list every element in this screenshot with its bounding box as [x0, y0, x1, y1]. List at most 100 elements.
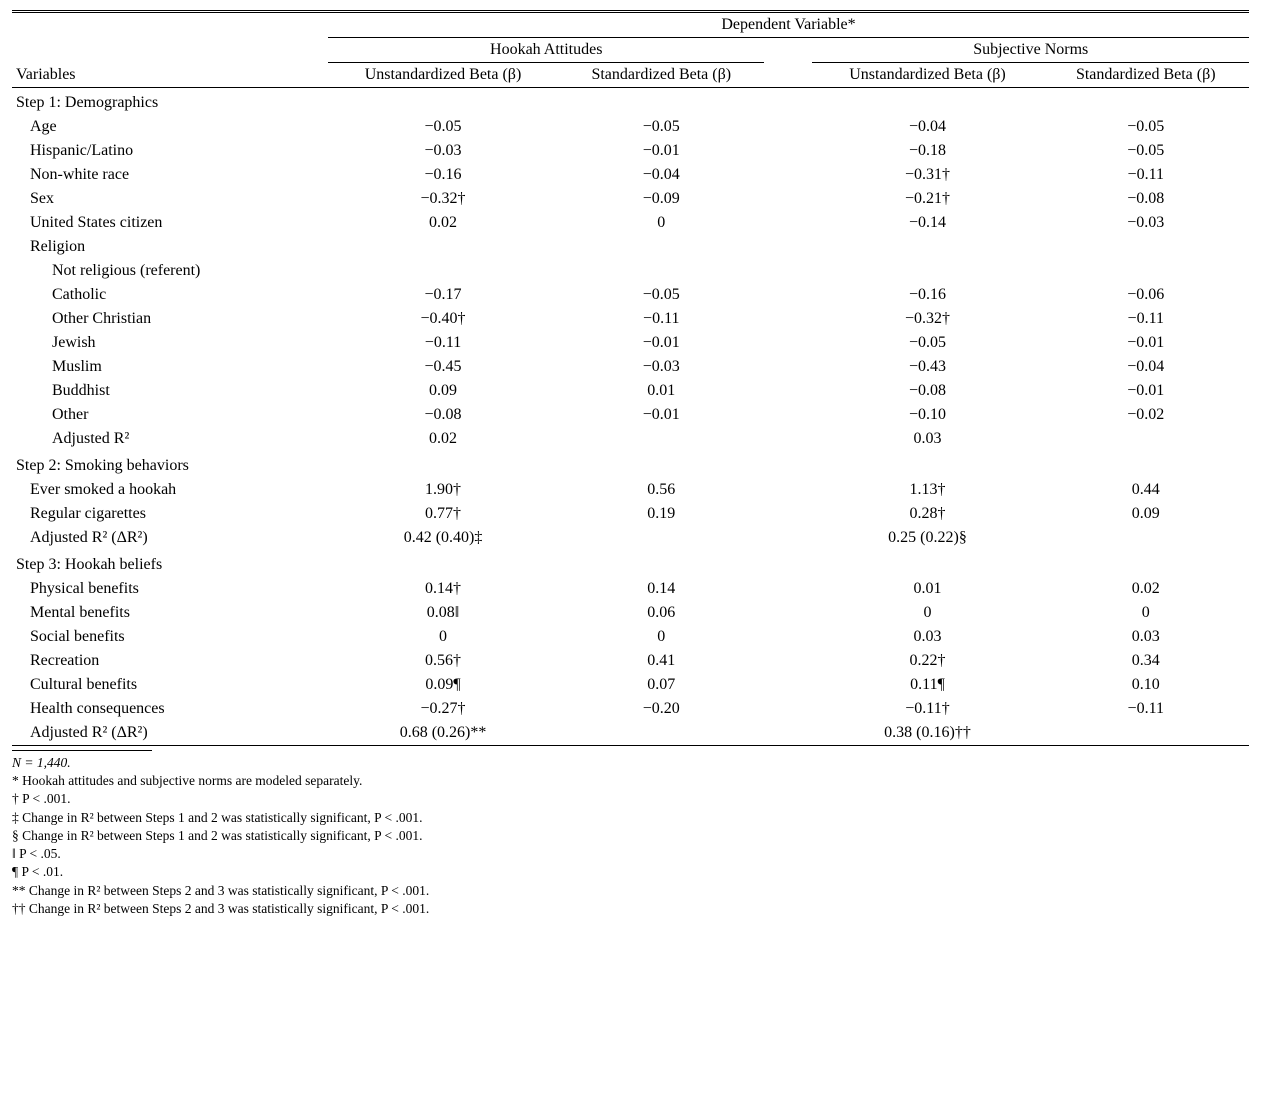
cell: 0.38 (0.16)†† [812, 721, 1042, 746]
cell [1043, 526, 1249, 550]
cell: −0.06 [1043, 283, 1249, 307]
row-label: Adjusted R² (ΔR²) [12, 526, 280, 550]
cell: −0.01 [558, 139, 764, 163]
table-row: Adjusted R²0.020.03 [12, 427, 1249, 451]
cell: 0.19 [558, 502, 764, 526]
table-row: Buddhist0.090.01−0.08−0.01 [12, 379, 1249, 403]
row-label: Health consequences [12, 697, 280, 721]
footnote-line: ¶ P < .01. [12, 863, 1249, 881]
cell: −0.31† [812, 163, 1042, 187]
cell [558, 526, 764, 550]
cell: 0 [558, 211, 764, 235]
row-label: Cultural benefits [12, 673, 280, 697]
footnote-line: N = 1,440. [12, 754, 1249, 772]
cell: 0.34 [1043, 649, 1249, 673]
cell [1043, 427, 1249, 451]
col-header-dependent-variable: Dependent Variable* [328, 12, 1249, 38]
row-label: Other Christian [12, 307, 280, 331]
cell: 0.14 [558, 577, 764, 601]
cell: −0.03 [558, 355, 764, 379]
cell: 0.03 [812, 427, 1042, 451]
cell: 0.09 [328, 379, 558, 403]
cell: −0.16 [328, 163, 558, 187]
row-label: Jewish [12, 331, 280, 355]
cell: −0.16 [812, 283, 1042, 307]
row-label: Regular cigarettes [12, 502, 280, 526]
cell: 0.01 [558, 379, 764, 403]
table-row: Sex−0.32†−0.09−0.21†−0.08 [12, 187, 1249, 211]
footnote-line: †† Change in R² between Steps 2 and 3 wa… [12, 900, 1249, 918]
row-label: Age [12, 115, 280, 139]
row-label: Ever smoked a hookah [12, 478, 280, 502]
cell: 0.11¶ [812, 673, 1042, 697]
cell: −0.05 [558, 283, 764, 307]
cell: 0.77† [328, 502, 558, 526]
row-label: Buddhist [12, 379, 280, 403]
col-header-std-beta-1: Standardized Beta (β) [558, 63, 764, 88]
table-row: Adjusted R² (ΔR²)0.68 (0.26)**0.38 (0.16… [12, 721, 1249, 746]
cell: −0.27† [328, 697, 558, 721]
col-header-variables: Variables [12, 12, 280, 88]
cell: −0.04 [1043, 355, 1249, 379]
cell: −0.32† [328, 187, 558, 211]
table-row: Jewish−0.11−0.01−0.05−0.01 [12, 331, 1249, 355]
cell: −0.45 [328, 355, 558, 379]
row-label: Non-white race [12, 163, 280, 187]
cell: −0.05 [1043, 115, 1249, 139]
cell: 0.08‖ [328, 601, 558, 625]
footnote-line: § Change in R² between Steps 1 and 2 was… [12, 827, 1249, 845]
cell: 0.03 [812, 625, 1042, 649]
cell: 1.90† [328, 478, 558, 502]
cell: 0.06 [558, 601, 764, 625]
cell: 0 [812, 601, 1042, 625]
table-row: Hispanic/Latino−0.03−0.01−0.18−0.05 [12, 139, 1249, 163]
cell: −0.03 [328, 139, 558, 163]
cell [558, 721, 764, 746]
regression-table: Variables Dependent Variable* Hookah Att… [12, 10, 1249, 746]
footnote-line: † P < .001. [12, 790, 1249, 808]
col-header-unstd-beta-2: Unstandardized Beta (β) [812, 63, 1042, 88]
cell: −0.05 [558, 115, 764, 139]
table-row: Cultural benefits0.09¶0.070.11¶0.10 [12, 673, 1249, 697]
table-row: Physical benefits0.14†0.140.010.02 [12, 577, 1249, 601]
footnote-line: ** Change in R² between Steps 2 and 3 wa… [12, 882, 1249, 900]
row-label: Not religious (referent) [12, 259, 280, 283]
table-row: Non-white race−0.16−0.04−0.31†−0.11 [12, 163, 1249, 187]
table-row: Mental benefits0.08‖0.0600 [12, 601, 1249, 625]
table-row: Other Christian−0.40†−0.11−0.32†−0.11 [12, 307, 1249, 331]
row-label: Mental benefits [12, 601, 280, 625]
section-step1: Step 1: Demographics [12, 88, 1249, 116]
table-row: Not religious (referent) [12, 259, 1249, 283]
cell: 0.56† [328, 649, 558, 673]
footnotes: N = 1,440. * Hookah attitudes and subjec… [12, 754, 1249, 918]
cell: −0.10 [812, 403, 1042, 427]
table-row: Muslim−0.45−0.03−0.43−0.04 [12, 355, 1249, 379]
row-label: Physical benefits [12, 577, 280, 601]
cell: 0.01 [812, 577, 1042, 601]
cell: 0 [558, 625, 764, 649]
table-row: Religion [12, 235, 1249, 259]
cell: −0.11 [1043, 697, 1249, 721]
row-label: United States citizen [12, 211, 280, 235]
cell: −0.11† [812, 697, 1042, 721]
table-row: Ever smoked a hookah1.90†0.561.13†0.44 [12, 478, 1249, 502]
footnote-line: * Hookah attitudes and subjective norms … [12, 772, 1249, 790]
cell: 0.10 [1043, 673, 1249, 697]
table-row: United States citizen0.020−0.14−0.03 [12, 211, 1249, 235]
col-header-unstd-beta-1: Unstandardized Beta (β) [328, 63, 558, 88]
table-row: Other−0.08−0.01−0.10−0.02 [12, 403, 1249, 427]
cell: −0.05 [328, 115, 558, 139]
cell: 0.56 [558, 478, 764, 502]
cell: −0.08 [328, 403, 558, 427]
row-label: Muslim [12, 355, 280, 379]
cell: −0.08 [812, 379, 1042, 403]
section-step2: Step 2: Smoking behaviors [12, 451, 1249, 478]
cell: −0.02 [1043, 403, 1249, 427]
cell: 0.02 [328, 211, 558, 235]
row-label: Social benefits [12, 625, 280, 649]
cell: 0.42 (0.40)‡ [328, 526, 558, 550]
cell: 0.41 [558, 649, 764, 673]
table-row: Social benefits000.030.03 [12, 625, 1249, 649]
table-row: Health consequences−0.27†−0.20−0.11†−0.1… [12, 697, 1249, 721]
row-label: Hispanic/Latino [12, 139, 280, 163]
